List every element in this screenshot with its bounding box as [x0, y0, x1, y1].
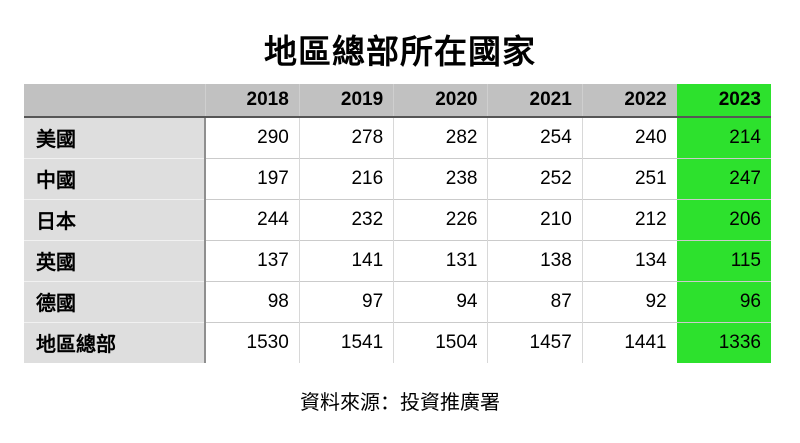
data-cell: 247	[676, 157, 771, 199]
data-cell: 131	[393, 239, 488, 281]
data-cell: 137	[205, 239, 300, 281]
data-cell: 240	[581, 117, 677, 158]
data-cell: 98	[205, 280, 300, 322]
data-cell: 97	[298, 280, 394, 322]
table-row: 地區總部 1530 1541 1504 1457 1441 1336	[24, 321, 771, 363]
table-row: 日本 244 232 226 210 212 206	[24, 198, 771, 240]
table-row: 美國 290 278 282 254 240 214	[24, 117, 771, 158]
data-cell: 1441	[581, 321, 677, 363]
data-cell: 115	[676, 239, 771, 281]
row-label: 美國	[24, 117, 206, 158]
data-cell: 278	[298, 117, 394, 158]
data-cell: 94	[393, 280, 488, 322]
data-cell: 138	[487, 239, 583, 281]
column-header-2021: 2021	[487, 84, 583, 118]
data-cell: 210	[487, 198, 583, 240]
column-header-2018: 2018	[204, 84, 300, 118]
regional-hq-table: 2018 2019 2020 2021 2022 2023 美國 290 278 282 254 2…	[24, 84, 771, 363]
data-cell: 87	[487, 280, 583, 322]
data-cell: 141	[298, 239, 394, 281]
source-note: 資料來源：投資推廣署	[300, 392, 500, 414]
table-header: 2018 2019 2020 2021 2022 2023	[24, 84, 771, 118]
column-header-2019: 2019	[298, 84, 394, 118]
row-label: 地區總部	[24, 321, 206, 363]
table-row: 德國 98 97 94 87 92 96	[24, 280, 771, 322]
row-label: 英國	[24, 239, 206, 281]
header-row: 2018 2019 2020 2021 2022 2023	[24, 84, 771, 118]
row-label: 日本	[24, 198, 206, 240]
data-cell: 1457	[487, 321, 583, 363]
data-cell: 238	[393, 157, 488, 199]
data-cell: 96	[676, 280, 771, 322]
data-cell: 226	[393, 198, 488, 240]
data-cell: 282	[393, 117, 488, 158]
data-cell: 1541	[298, 321, 394, 363]
table-row: 中國 197 216 238 252 251 247	[24, 157, 771, 199]
data-cell: 216	[298, 157, 394, 199]
data-cell: 197	[205, 157, 300, 199]
data-cell: 254	[487, 117, 583, 158]
data-cell: 244	[205, 198, 300, 240]
data-cell: 1336	[676, 321, 771, 363]
data-cell: 1504	[393, 321, 488, 363]
column-header-2022: 2022	[581, 84, 677, 118]
data-cell: 232	[298, 198, 394, 240]
page-title: 地區總部所在國家	[264, 33, 536, 70]
data-cell: 134	[581, 239, 677, 281]
row-label: 德國	[24, 280, 206, 322]
row-label: 中國	[24, 157, 206, 199]
table-row: 英國 137 141 131 138 134 115	[24, 239, 771, 281]
data-cell: 1530	[205, 321, 300, 363]
data-cell: 206	[676, 198, 771, 240]
corner-cell	[24, 84, 205, 118]
column-header-2023: 2023	[676, 84, 771, 118]
data-cell: 251	[581, 157, 677, 199]
data-cell: 92	[581, 280, 677, 322]
data-cell: 252	[487, 157, 583, 199]
data-cell: 290	[205, 117, 300, 158]
data-cell: 214	[676, 117, 771, 158]
data-cell: 212	[581, 198, 677, 240]
table-body: 美國 290 278 282 254 240 214 中國 197 216 238 252 251 247…	[24, 117, 771, 363]
column-header-2020: 2020	[393, 84, 488, 118]
